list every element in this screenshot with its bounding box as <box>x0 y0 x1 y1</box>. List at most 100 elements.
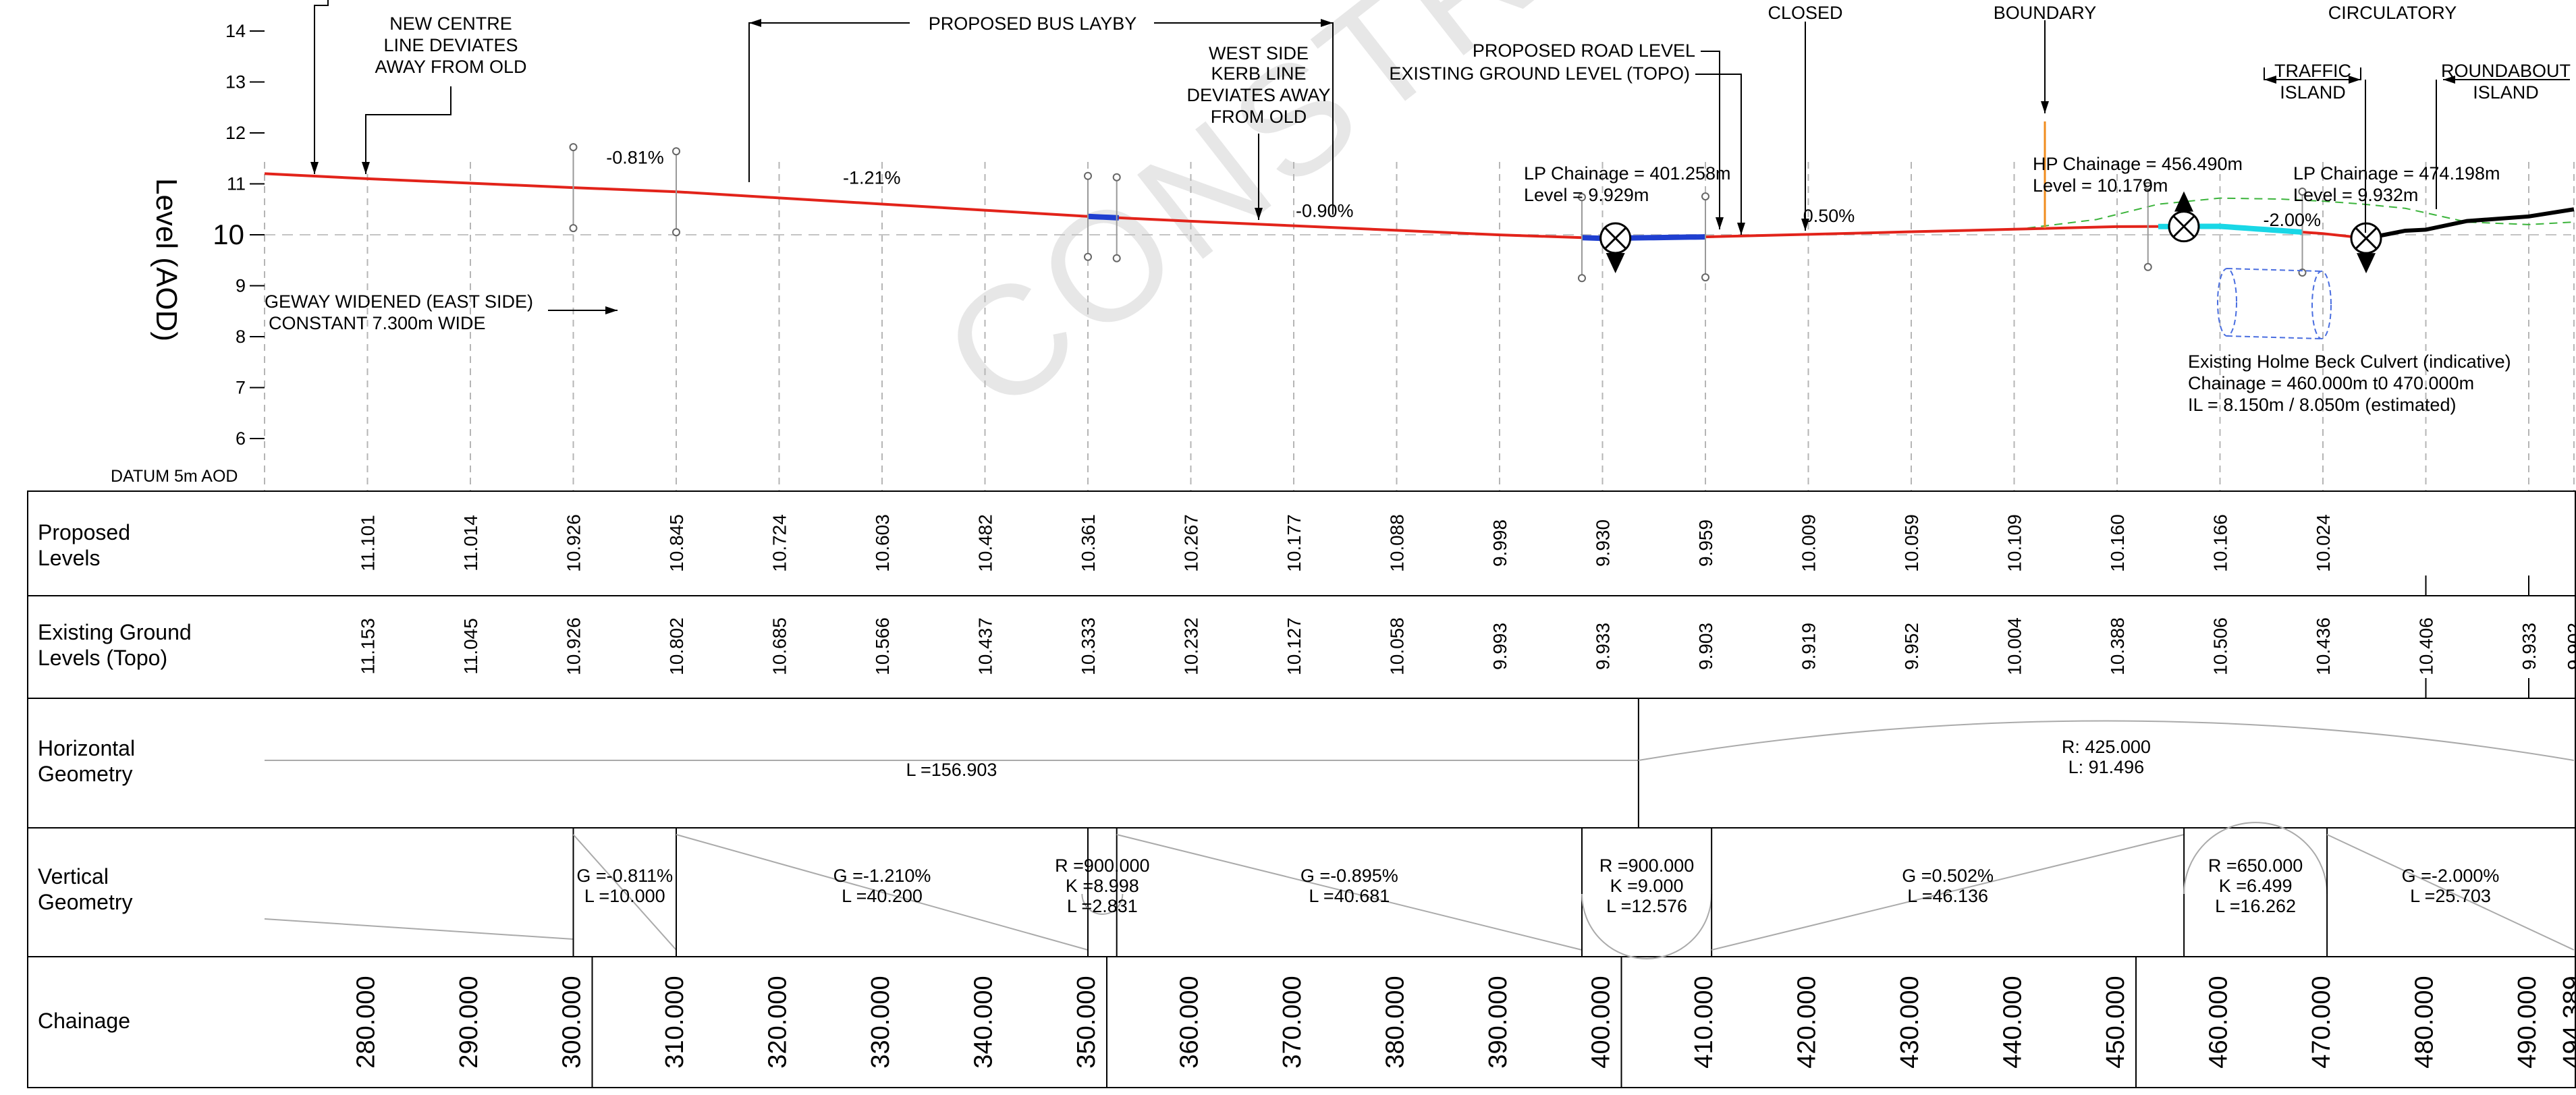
vertical-lead-in-line <box>264 918 574 940</box>
lp1-symbol <box>1599 222 1632 274</box>
marker-bottom-0 <box>569 224 578 233</box>
existing-level-value-6: 10.566 <box>872 617 893 675</box>
lp1-symbol-cross-b <box>1604 227 1626 250</box>
chainage-value-15: 420.000 <box>1793 976 1821 1068</box>
existing-level-value-15: 9.919 <box>1799 623 1819 670</box>
row-head-existing-2: Levels (Topo) <box>38 646 167 670</box>
marker-top-7 <box>2298 188 2307 196</box>
existing-level-value-5: 10.685 <box>769 617 790 675</box>
proposed-level-value-13: 9.930 <box>1593 520 1614 567</box>
vertical-text-2-1: K =8.998 <box>1066 876 1139 896</box>
leader-new-centre <box>365 86 451 174</box>
grade-labels: -0.81% -1.21% -0.90% 0.50% -2.00% <box>606 147 2321 230</box>
chainage-value-0: 270.000 <box>249 976 277 1068</box>
lp1-symbol-triangle <box>1606 253 1625 274</box>
existing-level-value-12: 9.993 <box>1489 623 1510 670</box>
vertical-text-0-0: G =-0.811% <box>576 866 673 886</box>
existing-level-value-18: 10.388 <box>2107 617 2128 675</box>
vertical-text-4-2: L =12.576 <box>1606 896 1687 916</box>
culvert-line2: Chainage = 460.000m t0 470.000m <box>2188 373 2474 393</box>
existing-level-value-9: 10.232 <box>1181 617 1202 675</box>
existing-level-value-11: 10.058 <box>1387 617 1408 675</box>
proposed-levels-row: 11.189 11.101 11.014 10.926 10.845 10.724 10.6… <box>358 514 2529 596</box>
circulatory-label: CIRCULATORY <box>2328 3 2457 23</box>
culvert-end-right <box>2311 271 2332 339</box>
existing-levels-row: 11.239 11.153 11.045 10.926 10.802 10.685 10.5… <box>358 617 2576 698</box>
level-axis: 14 13 12 11 10 9 8 7 6 <box>213 21 265 449</box>
chainage-value-10: 370.000 <box>1278 976 1307 1068</box>
marker-top-2 <box>1084 171 1092 180</box>
vertical-grid <box>264 162 2575 491</box>
vertical-text-2-2: L =2.831 <box>1067 896 1138 916</box>
marker-top-1 <box>672 147 680 156</box>
grade-label-1: -1.21% <box>843 168 901 188</box>
arrowhead-bus-layby-left <box>749 19 761 27</box>
chainage-value-4: 310.000 <box>661 976 689 1068</box>
chainage-value-3: 300.000 <box>558 976 586 1068</box>
chainage-value-14: 410.000 <box>1690 976 1718 1068</box>
proposed-level-value-17: 10.109 <box>2004 514 2025 572</box>
vertical-text-1-0: G =-1.210% <box>833 866 931 886</box>
proposed-level-value-16: 10.059 <box>1901 514 1922 572</box>
chainage-value-9: 360.000 <box>1176 976 1204 1068</box>
chainage-value-11: 380.000 <box>1381 976 1410 1068</box>
horizontal-curve-1 <box>1638 720 2575 761</box>
vertical-text-6-0: R =650.000 <box>2208 855 2303 876</box>
lp1-level: Level = 9.929m <box>1524 185 1649 205</box>
chainage-value-8: 350.000 <box>1072 976 1101 1068</box>
axis-tick-label-5: 9 <box>236 276 246 296</box>
boundary-label: BOUNDARY <box>1994 3 2097 23</box>
lp2-symbol-triangle <box>2357 253 2376 274</box>
proposed-road-level-line <box>264 172 2367 240</box>
hp-chainage: HP Chainage = 456.490m <box>2033 154 2243 174</box>
new-centre-line3: AWAY FROM OLD <box>375 57 526 77</box>
marker-top-5 <box>1701 192 1709 201</box>
existing-level-value-13: 9.933 <box>1593 623 1614 670</box>
axis-title: Level (AOD) <box>150 178 183 341</box>
chainage-value-16: 430.000 <box>1896 976 1924 1068</box>
culvert-bottom <box>2226 335 2322 339</box>
roundabout-island-line1: ROUNDABOUT <box>2441 61 2571 81</box>
proposed-level-value-9: 10.267 <box>1181 514 1202 572</box>
existing-level-value-20: 10.436 <box>2313 617 2334 675</box>
vertical-geometry-row: G =-0.811%L =10.000 G =-1.210%L =40.200 R … <box>264 822 2575 959</box>
hp-symbol-triangle <box>2174 191 2193 212</box>
grade-label-0: -0.81% <box>606 147 664 167</box>
proposed-level-value-8: 10.361 <box>1078 514 1099 572</box>
chainage-value-22: 490.000 <box>2513 976 2542 1068</box>
proposed-level-value-18: 10.160 <box>2107 514 2128 572</box>
leader-existing-ground <box>1695 74 1742 235</box>
horizontal-text-1-1: L: 91.496 <box>2068 757 2145 777</box>
chainage-value-5: 320.000 <box>764 976 792 1068</box>
vertical-text-4-0: R =900.000 <box>1599 855 1694 876</box>
traffic-island-line2: ISLAND <box>2280 82 2346 103</box>
arrowhead-traffic-island-left <box>2264 76 2276 84</box>
profile-markers <box>569 143 2382 283</box>
existing-level-value-21: 10.406 <box>2416 617 2437 675</box>
carriageway-line2: CONSTANT 7.300m WIDE <box>269 313 486 333</box>
existing-road-right-line <box>2365 207 2575 241</box>
west-side-line4: FROM OLD <box>1211 107 1307 127</box>
closed-label: CLOSED <box>1767 3 1842 23</box>
grade-label-2: -0.90% <box>1296 201 1354 221</box>
grade-label-3: 0.50% <box>1803 206 1855 226</box>
existing-level-value-17: 10.004 <box>2004 617 2025 675</box>
vertical-text-4-1: K =9.000 <box>1610 876 1684 896</box>
existing-level-value-16: 9.952 <box>1901 623 1922 670</box>
bus-layby-label: PROPOSED BUS LAYBY <box>929 13 1137 34</box>
axis-tick-label-2: 12 <box>225 123 246 143</box>
proposed-road-level-label: PROPOSED ROAD LEVEL <box>1473 40 1695 61</box>
annotation-arrowheads <box>310 19 2455 314</box>
arrowhead-roundabout <box>2443 76 2455 84</box>
data-table: Proposed Levels Existing Ground Levels (… <box>27 490 2576 1088</box>
existing-level-value-14: 9.903 <box>1695 623 1716 670</box>
vertical-grade-line-0 <box>572 834 677 951</box>
chainage-value-19: 460.000 <box>2205 976 2233 1068</box>
leader-bus-layby-left <box>748 22 910 182</box>
vertical-text-1-1: L =40.200 <box>842 886 923 906</box>
existing-ground-dashed-line <box>2014 197 2574 231</box>
culvert-line3: IL = 8.150m / 8.050m (estimated) <box>2188 395 2456 415</box>
lp1-chainage: LP Chainage = 401.258m <box>1524 163 1731 184</box>
